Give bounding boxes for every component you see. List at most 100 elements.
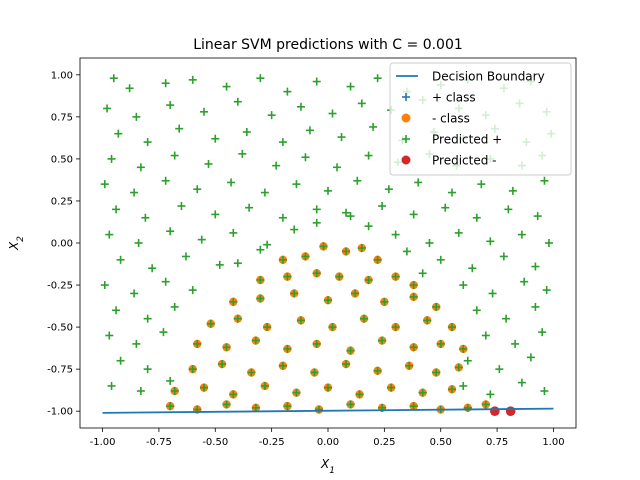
predicted-plus-point: [112, 306, 121, 315]
predicted-plus-point: [229, 228, 238, 237]
predicted-plus-point: [448, 385, 456, 394]
predicted-plus-point: [301, 252, 310, 261]
predicted-plus-point: [143, 138, 152, 147]
predicted-plus-point: [283, 272, 292, 281]
y-tick-label: 0.75: [51, 112, 73, 123]
predicted-plus-point: [197, 235, 206, 244]
predicted-plus-point: [136, 163, 145, 172]
predicted-plus-point: [116, 255, 125, 264]
predicted-plus-point: [181, 252, 190, 261]
predicted-plus-point: [324, 186, 332, 195]
predicted-plus-point: [290, 225, 299, 234]
predicted-plus-point: [204, 159, 213, 168]
predicted-plus-point: [105, 331, 114, 340]
x-tick-label: 0.75: [486, 437, 508, 448]
predicted-plus-point: [170, 387, 179, 395]
predicted-plus-point: [463, 356, 472, 365]
predicted-plus-point: [312, 339, 321, 348]
predicted-plus-point: [267, 111, 276, 120]
predicted-plus-point: [409, 210, 418, 219]
legend: Decision Boundary + class - class Predicted…: [389, 62, 572, 176]
legend-dot-swatch: [401, 113, 411, 123]
predicted-plus-point: [233, 314, 242, 323]
predicted-plus-point: [391, 230, 400, 239]
predicted-plus-point: [531, 302, 540, 311]
y-tick-label: -0.50: [47, 323, 73, 334]
legend-box: [389, 62, 572, 176]
predicted-plus-point: [188, 75, 197, 84]
predicted-plus-point: [409, 402, 418, 411]
predicted-plus-point: [409, 343, 418, 352]
predicted-plus-point: [346, 400, 355, 409]
predicted-plus-point: [193, 339, 202, 348]
predicted-plus-point: [477, 180, 486, 189]
predicted-plus-point: [263, 240, 272, 249]
predicted-plus-point: [342, 208, 351, 217]
predicted-plus-point: [517, 230, 526, 239]
predicted-plus-point: [517, 378, 526, 387]
predicted-plus-point: [335, 272, 344, 281]
predicted-plus-point: [159, 328, 168, 337]
predicted-plus-point: [459, 381, 468, 390]
predicted-plus-point: [260, 188, 269, 197]
y-tick-label: -1.00: [47, 407, 73, 418]
predicted-plus-point: [177, 202, 186, 210]
predicted-plus-point: [364, 276, 373, 284]
predicted-plus-point: [314, 405, 323, 414]
predicted-plus-point: [100, 180, 109, 189]
predicted-plus-point: [488, 289, 497, 298]
predicted-plus-point: [278, 361, 287, 370]
predicted-plus-point: [502, 314, 511, 323]
predicted-plus-point: [481, 331, 490, 340]
x-axis: -1.00 -0.75 -0.50 -0.25 0.00 0.25 0.50 0.75 1.00: [90, 428, 565, 448]
predicted-plus-point: [495, 365, 504, 374]
predicted-plus-point: [425, 239, 434, 247]
predicted-plus-point: [526, 353, 535, 362]
x-tick-label: -1.00: [90, 437, 116, 448]
predicted-plus-point: [222, 343, 231, 352]
x-tick-label: 0.50: [430, 437, 452, 448]
y-tick-label: 0.25: [51, 196, 73, 207]
predicted-plus-point: [459, 344, 468, 353]
legend-dot-swatch: [401, 155, 411, 165]
predicted-plus-point: [312, 269, 321, 278]
y-tick-label: -0.75: [47, 365, 73, 376]
predicted-plus-point: [132, 339, 141, 348]
predicted-plus-point: [357, 99, 366, 108]
predicted-plus-point: [105, 230, 114, 239]
predicted-plus-point: [109, 74, 118, 83]
predicted-plus-point: [538, 328, 547, 337]
predicted-plus-point: [103, 104, 112, 113]
predicted-plus-point: [369, 122, 378, 131]
predicted-plus-point: [432, 302, 441, 311]
predicted-minus-point: [490, 406, 500, 416]
predicted-plus-point: [310, 368, 319, 377]
x-tick-label: 1.00: [542, 437, 564, 448]
y-tick-label: 0.00: [51, 239, 73, 250]
predicted-plus-point: [468, 264, 477, 273]
predicted-plus-point: [161, 277, 170, 286]
predicted-plus-point: [355, 390, 364, 399]
predicted-plus-point: [520, 277, 529, 286]
predicted-plus-point: [229, 390, 238, 399]
x-tick-label: -0.75: [146, 437, 172, 448]
legend-plus-swatch: [402, 93, 410, 101]
predicted-plus-point: [256, 245, 265, 254]
predicted-plus-point: [346, 212, 355, 221]
predicted-plus-point: [454, 228, 463, 237]
predicted-plus-point: [540, 387, 549, 395]
predicted-plus-point: [486, 237, 495, 246]
chart-title: Linear SVM predictions with C = 0.001: [193, 37, 463, 53]
predicted-plus-point: [346, 82, 355, 91]
predicted-plus-point: [112, 205, 121, 214]
predicted-plus-point: [436, 255, 445, 264]
predicted-plus-point: [481, 400, 490, 409]
predicted-plus-point: [211, 134, 220, 143]
predicted-plus-point: [387, 383, 396, 392]
predicted-plus-point: [342, 247, 351, 256]
decision-boundary-line: [102, 407, 554, 414]
predicted-plus-point: [391, 272, 400, 281]
predicted-plus-point: [125, 84, 134, 93]
predicted-plus-point: [418, 388, 427, 397]
x-tick-label: 0.00: [317, 437, 339, 448]
